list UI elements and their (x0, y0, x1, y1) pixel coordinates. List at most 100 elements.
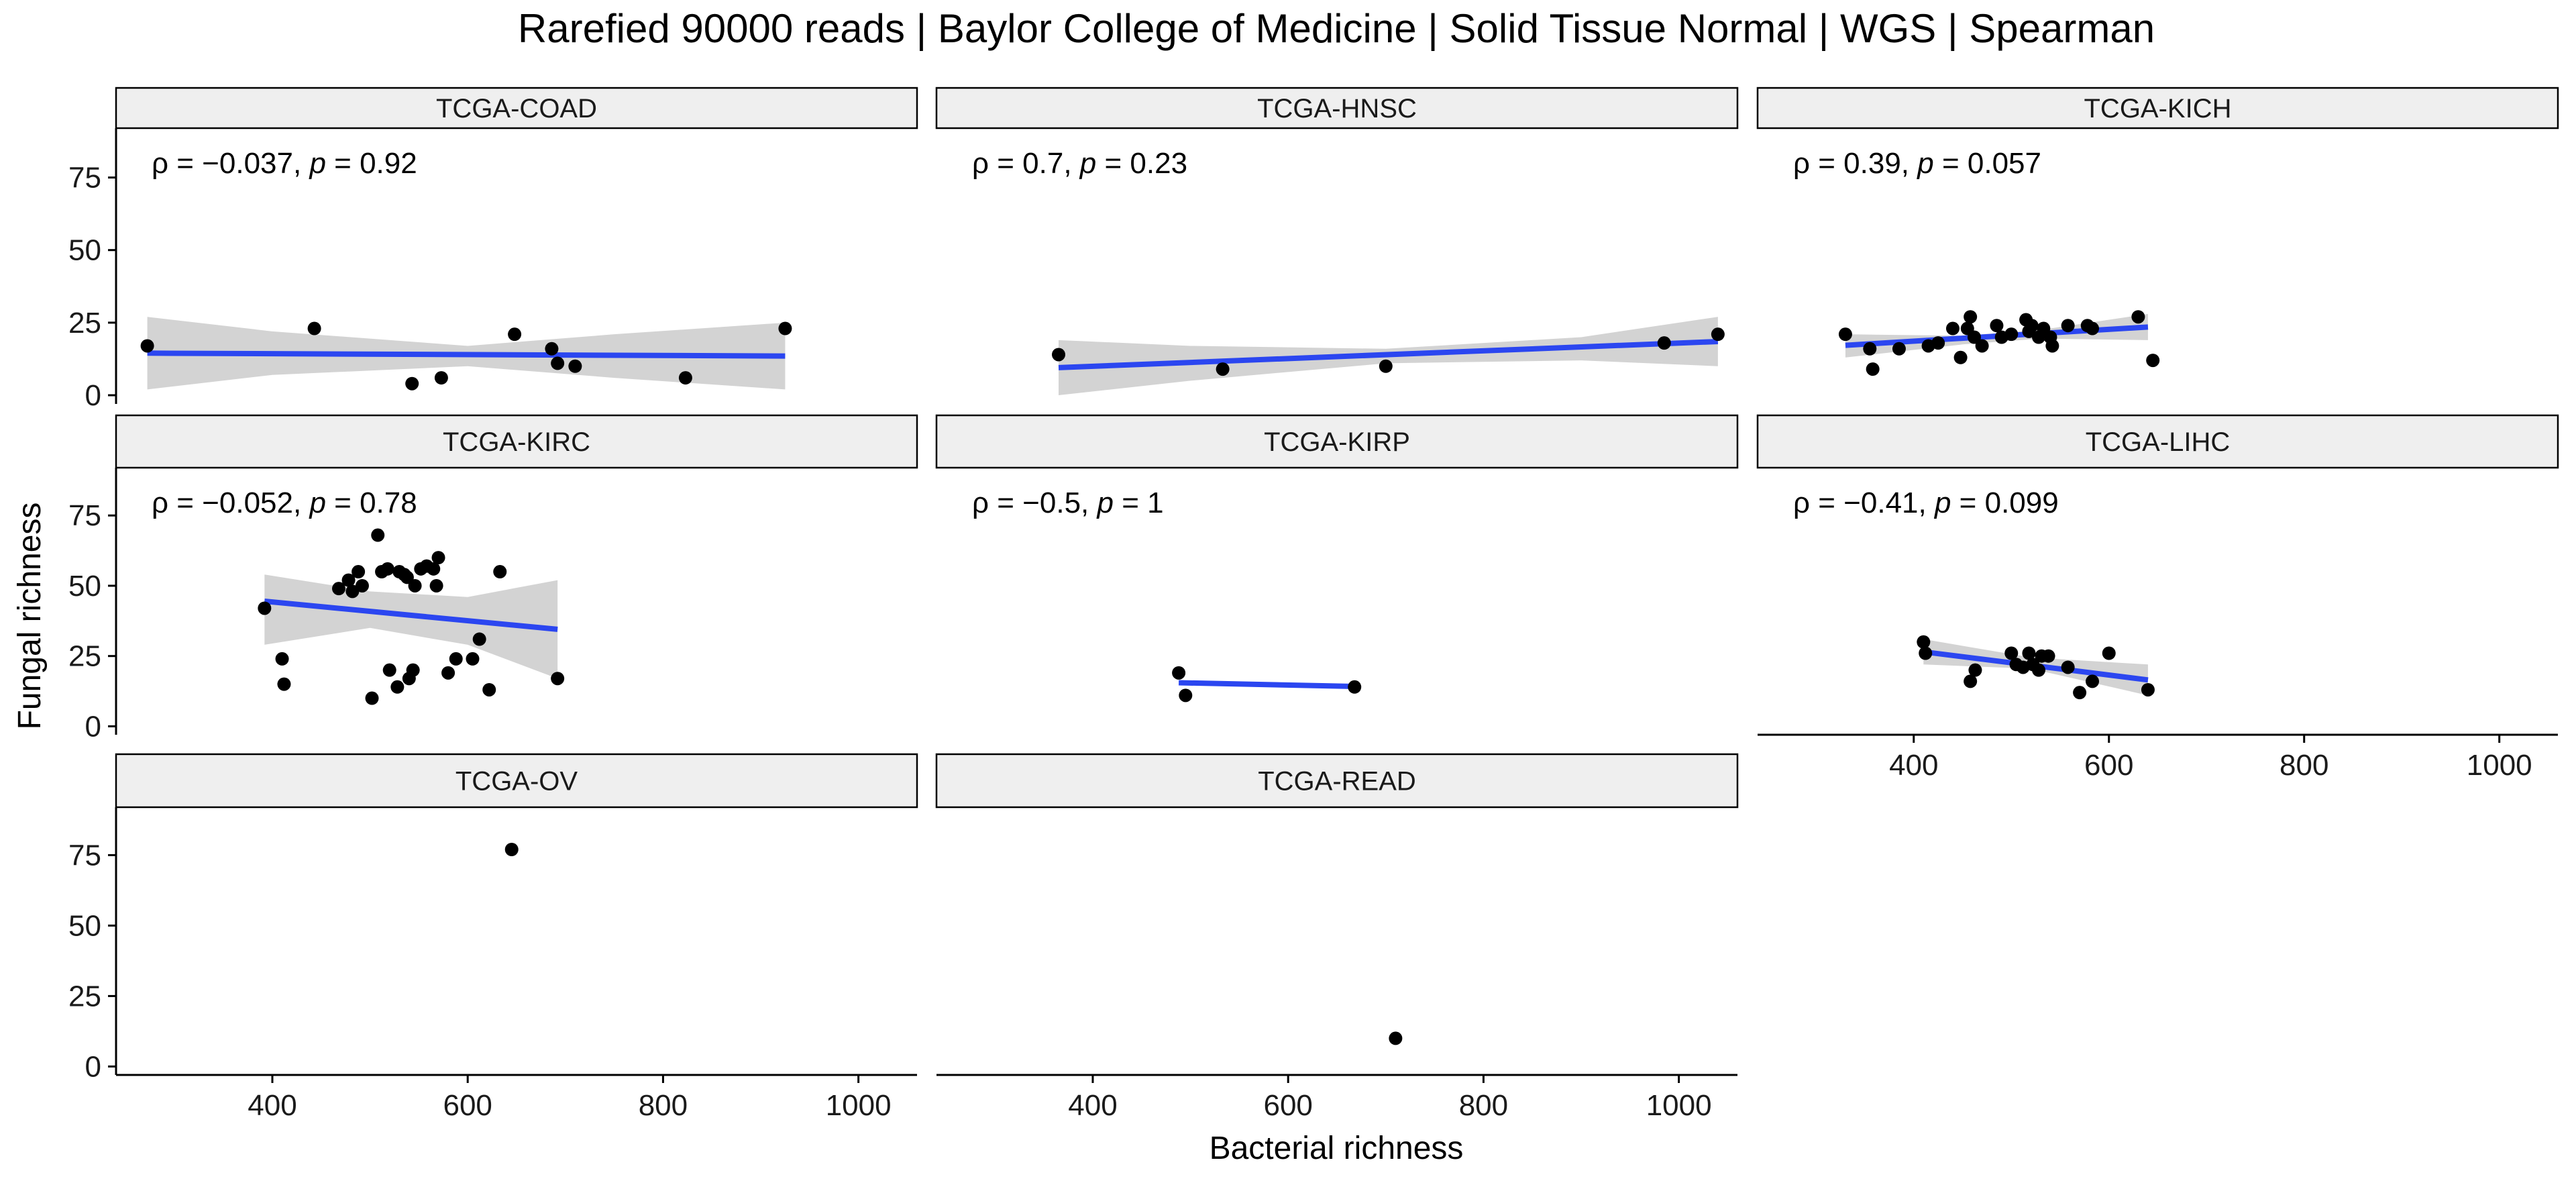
x-tick-label: 600 (2084, 749, 2133, 782)
stat-annotation-part: = 0.057 (1934, 147, 2041, 180)
data-point (1892, 342, 1906, 356)
data-point (1866, 362, 1880, 376)
data-point (331, 582, 345, 596)
facet-strip (935, 414, 1739, 469)
y-tick-label: 25 (68, 980, 101, 1013)
stat-annotation: ρ = 0.39, p = 0.057 (1793, 147, 2041, 180)
data-point (1379, 359, 1393, 373)
data-point (1964, 310, 1978, 324)
data-point (1975, 339, 1989, 353)
stat-annotation-part: p (1933, 486, 1951, 519)
stat-annotation-part: p (1079, 147, 1096, 180)
data-point (406, 663, 420, 677)
stat-annotation-part: ρ = −0.052, (152, 486, 309, 519)
data-point (2061, 319, 2075, 333)
data-point (482, 682, 496, 696)
facet-panel-tcga-lihc: TCGA-LIHC ρ = −0.41, p = 0.099 400 600 800 10… (1756, 414, 2559, 782)
regression-line (264, 599, 558, 632)
data-point (258, 601, 272, 615)
data-point (2086, 321, 2100, 336)
data-point (2141, 682, 2155, 696)
facet-strip-label: TCGA-COAD (436, 94, 597, 123)
data-point (2025, 319, 2039, 333)
data-point (365, 691, 379, 705)
data-point (2073, 686, 2087, 700)
y-tick-label: 75 (68, 162, 101, 195)
x-tick-label: 1000 (826, 1089, 892, 1122)
facet-panel-tcga-read: TCGA-READ 400 600 800 1000 (935, 753, 1739, 1122)
data-point (678, 371, 692, 385)
data-point (382, 663, 396, 677)
stat-annotation-part: ρ = −0.41, (1793, 486, 1935, 519)
y-tick-label: 50 (68, 570, 101, 603)
facet-strip (115, 87, 918, 130)
facet-strip-label: TCGA-KIRP (1264, 427, 1410, 457)
data-point (405, 376, 419, 391)
data-point (1964, 674, 1978, 688)
data-point (1838, 327, 1852, 342)
data-point (352, 565, 366, 579)
facet-strip (115, 414, 918, 469)
x-tick-label: 800 (1459, 1089, 1508, 1122)
chart-title: Rarefied 90000 reads | Baylor College of… (518, 6, 2155, 51)
data-point (2041, 649, 2055, 663)
stat-annotation-part: = 0.099 (1951, 486, 2058, 519)
x-tick-label: 600 (443, 1089, 492, 1122)
confidence-band (264, 574, 558, 679)
data-point (1389, 1031, 1403, 1045)
stat-annotation: ρ = 0.7, p = 0.23 (972, 147, 1187, 180)
facet-strip-label: TCGA-HNSC (1257, 94, 1417, 123)
data-point (466, 652, 480, 666)
data-point (551, 672, 565, 686)
data-point (355, 578, 369, 592)
data-point (472, 632, 486, 646)
data-point (545, 342, 559, 356)
stat-annotation-part: = 1 (1114, 486, 1164, 519)
data-point (371, 528, 385, 542)
data-point (2146, 354, 2160, 368)
x-tick-label: 400 (1889, 749, 1938, 782)
data-point (1657, 336, 1671, 350)
data-point (1931, 336, 1945, 350)
data-point (1967, 330, 1981, 344)
data-point (1968, 663, 1982, 677)
facet-panels: TCGA-COAD ρ = −0.037, p = 0.92 0 25 50 75 TCGA… (68, 87, 2559, 1122)
facet-panel-tcga-kich: TCGA-KICH ρ = 0.39, p = 0.057 (1756, 87, 2559, 376)
data-point (2022, 646, 2036, 660)
stat-annotation: ρ = −0.5, p = 1 (972, 486, 1164, 519)
data-point (778, 321, 792, 336)
data-point (1216, 362, 1230, 376)
data-point (2061, 660, 2075, 674)
y-tick-label: 0 (85, 379, 101, 412)
data-point (275, 652, 289, 666)
stat-annotation-part: = 0.92 (326, 147, 417, 180)
data-point (427, 562, 441, 576)
data-point (551, 356, 565, 370)
data-point (307, 321, 321, 336)
data-point (400, 570, 414, 584)
data-point (345, 584, 360, 599)
facet-panel-tcga-kirc: TCGA-KIRC ρ = −0.052, p = 0.78 0 25 50 75 (68, 414, 918, 743)
stat-annotation-part: ρ = −0.037, (152, 147, 309, 180)
y-tick-label: 25 (68, 307, 101, 340)
facet-panel-tcga-kirp: TCGA-KIRP ρ = −0.5, p = 1 (935, 414, 1739, 703)
stat-annotation-part: p (308, 147, 325, 180)
data-point (2131, 310, 2145, 324)
data-point (1052, 348, 1066, 362)
stat-annotation: ρ = −0.41, p = 0.099 (1793, 486, 2059, 519)
data-point (431, 551, 445, 565)
stat-annotation: ρ = −0.052, p = 0.78 (152, 486, 417, 519)
facet-strip (115, 753, 918, 809)
x-tick-label: 1000 (2467, 749, 2532, 782)
y-tick-label: 75 (68, 839, 101, 872)
facet-strip-label: TCGA-READ (1258, 767, 1416, 796)
y-axis-label: Fungal richness (12, 503, 48, 730)
regression-line (147, 350, 786, 359)
regression-line (1179, 680, 1355, 689)
data-point (2004, 327, 2019, 342)
data-point (1863, 342, 1877, 356)
stat-annotation: ρ = −0.037, p = 0.92 (152, 147, 417, 180)
y-tick-label: 50 (68, 909, 101, 942)
